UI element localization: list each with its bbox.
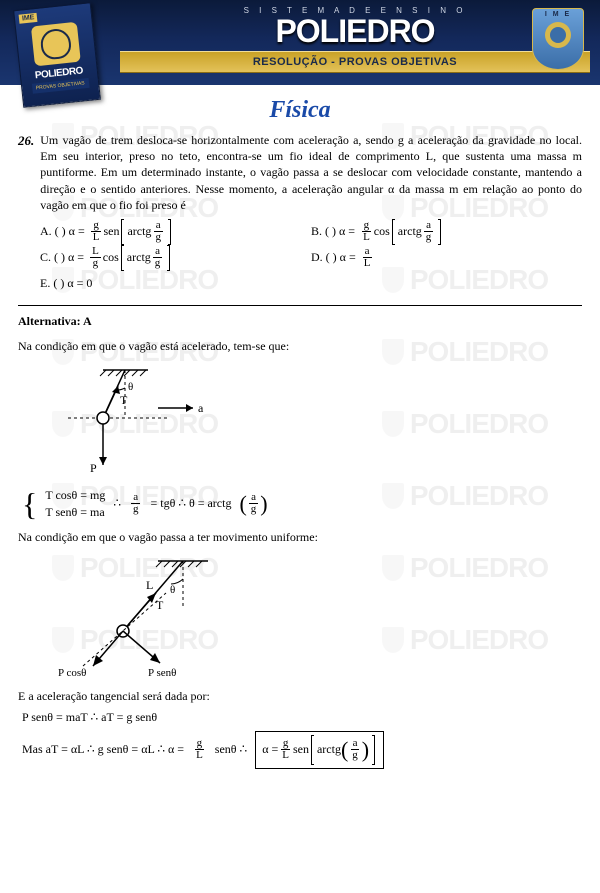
- header-brand: POLIEDRO: [120, 15, 590, 47]
- option-d: D. ( ) α = aL: [311, 245, 582, 271]
- diagram-1: θ T a P: [48, 360, 582, 480]
- solution-line-3: E a aceleração tangencial será dada por:: [18, 689, 582, 704]
- d2-L: L: [146, 578, 153, 592]
- options-block: A. ( ) α = gL sen arctgag B. ( ) α = gL …: [40, 219, 582, 297]
- solution-line-2: Na condição em que o vagão passa a ter m…: [18, 530, 582, 545]
- d2-Psen: P senθ: [148, 667, 176, 679]
- solution-line-1: Na condição em que o vagão está acelerad…: [18, 339, 582, 354]
- d1-P: P: [90, 461, 97, 475]
- d2-Pcos: P cosθ: [58, 667, 86, 679]
- badge-letters: I M E: [545, 11, 571, 18]
- header-subtitle-bar: RESOLUÇÃO - PROVAS OBJETIVAS: [120, 51, 590, 73]
- booklet-tag: IME: [19, 13, 38, 24]
- option-e: E. ( ) α = 0: [40, 271, 311, 297]
- question-block: 26. Um vagão de trem desloca-se horizont…: [18, 132, 582, 213]
- question-number: 26.: [18, 132, 34, 213]
- question-text: Um vagão de trem desloca-se horizontalme…: [40, 132, 582, 213]
- d2-theta: θ: [170, 584, 175, 596]
- answer-label: Alternativa: A: [18, 314, 582, 329]
- equation-system-1: { T cosθ = mg T senθ = ma ∴ ag = tgθ ∴ θ…: [22, 488, 582, 520]
- booklet-icon: [31, 22, 81, 67]
- separator: [18, 305, 582, 306]
- final-equation-line: Mas aT = αL ∴ g senθ = αL ∴ α = gL senθ …: [22, 731, 582, 769]
- d2-T: T: [156, 598, 164, 612]
- subject-title: Física: [0, 97, 600, 124]
- page-header: IME POLIEDRO PROVAS OBJETIVAS I M E S I …: [0, 0, 600, 85]
- option-b: B. ( ) α = gL cos arctgag: [311, 219, 582, 245]
- d1-T: T: [120, 393, 128, 407]
- eq-tangential: P senθ = maT ∴ aT = g senθ: [22, 710, 582, 725]
- d1-theta: θ: [128, 381, 133, 393]
- boxed-answer: α = gL sen arctg ag: [255, 731, 384, 769]
- booklet-thumbnail: IME POLIEDRO PROVAS OBJETIVAS: [13, 2, 101, 108]
- option-a: A. ( ) α = gL sen arctgag: [40, 219, 311, 245]
- option-c: C. ( ) α = Lg cos arctgag: [40, 245, 311, 271]
- ime-badge: I M E: [532, 8, 584, 70]
- diagram-2: L θ T P senθ: [48, 551, 582, 681]
- d1-a: a: [198, 401, 204, 415]
- solution-block: Na condição em que o vagão está acelerad…: [18, 339, 582, 769]
- gear-icon: [545, 22, 571, 48]
